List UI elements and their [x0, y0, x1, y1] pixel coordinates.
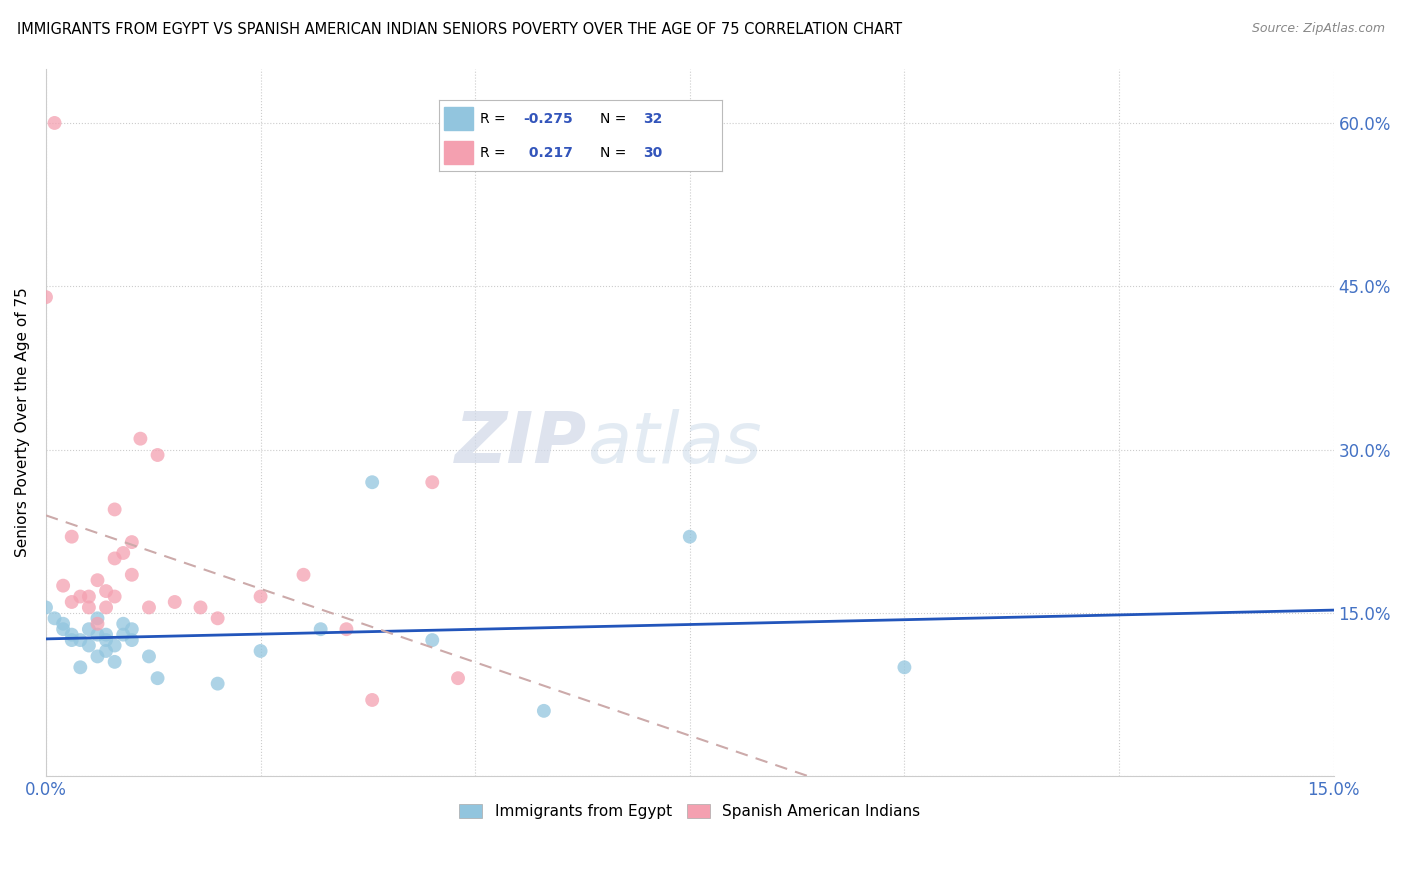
- Point: [52, 616, 75, 631]
- Point: [86, 611, 108, 625]
- Point: [420, 475, 443, 490]
- Point: [163, 595, 186, 609]
- Point: [447, 671, 470, 685]
- Point: [35, 600, 58, 615]
- Text: ZIP: ZIP: [454, 409, 586, 478]
- Point: [86, 573, 108, 587]
- Point: [112, 546, 135, 560]
- Point: [121, 535, 143, 549]
- Point: [94, 584, 117, 599]
- Point: [679, 530, 702, 544]
- Point: [112, 616, 135, 631]
- Point: [207, 611, 229, 625]
- Point: [60, 633, 83, 648]
- Point: [893, 660, 915, 674]
- Point: [249, 644, 271, 658]
- Point: [121, 633, 143, 648]
- Text: IMMIGRANTS FROM EGYPT VS SPANISH AMERICAN INDIAN SENIORS POVERTY OVER THE AGE OF: IMMIGRANTS FROM EGYPT VS SPANISH AMERICA…: [17, 22, 903, 37]
- Point: [104, 590, 127, 604]
- Point: [138, 600, 160, 615]
- Point: [207, 676, 229, 690]
- Point: [69, 660, 91, 674]
- Text: Source: ZipAtlas.com: Source: ZipAtlas.com: [1251, 22, 1385, 36]
- Point: [69, 633, 91, 648]
- Point: [361, 693, 384, 707]
- Point: [60, 595, 83, 609]
- Point: [335, 622, 357, 636]
- Point: [86, 627, 108, 641]
- Point: [138, 649, 160, 664]
- Point: [94, 644, 117, 658]
- Point: [129, 432, 152, 446]
- Point: [77, 622, 100, 636]
- Point: [44, 116, 66, 130]
- Point: [104, 655, 127, 669]
- Point: [104, 502, 127, 516]
- Point: [86, 649, 108, 664]
- Point: [146, 448, 169, 462]
- Point: [86, 616, 108, 631]
- Point: [69, 590, 91, 604]
- Point: [249, 590, 271, 604]
- Point: [77, 639, 100, 653]
- Point: [420, 633, 443, 648]
- Point: [60, 627, 83, 641]
- Point: [146, 671, 169, 685]
- Text: atlas: atlas: [586, 409, 762, 478]
- Point: [309, 622, 332, 636]
- Point: [77, 590, 100, 604]
- Point: [533, 704, 555, 718]
- Point: [361, 475, 384, 490]
- Legend: Immigrants from Egypt, Spanish American Indians: Immigrants from Egypt, Spanish American …: [453, 797, 927, 825]
- Point: [94, 633, 117, 648]
- Point: [121, 567, 143, 582]
- Point: [77, 600, 100, 615]
- Point: [190, 600, 212, 615]
- Point: [121, 622, 143, 636]
- Point: [94, 600, 117, 615]
- Y-axis label: Seniors Poverty Over the Age of 75: Seniors Poverty Over the Age of 75: [15, 287, 30, 558]
- Point: [52, 622, 75, 636]
- Point: [94, 627, 117, 641]
- Point: [52, 579, 75, 593]
- Point: [104, 639, 127, 653]
- Point: [35, 290, 58, 304]
- Point: [60, 530, 83, 544]
- Point: [104, 551, 127, 566]
- Point: [112, 627, 135, 641]
- Point: [44, 611, 66, 625]
- Point: [292, 567, 315, 582]
